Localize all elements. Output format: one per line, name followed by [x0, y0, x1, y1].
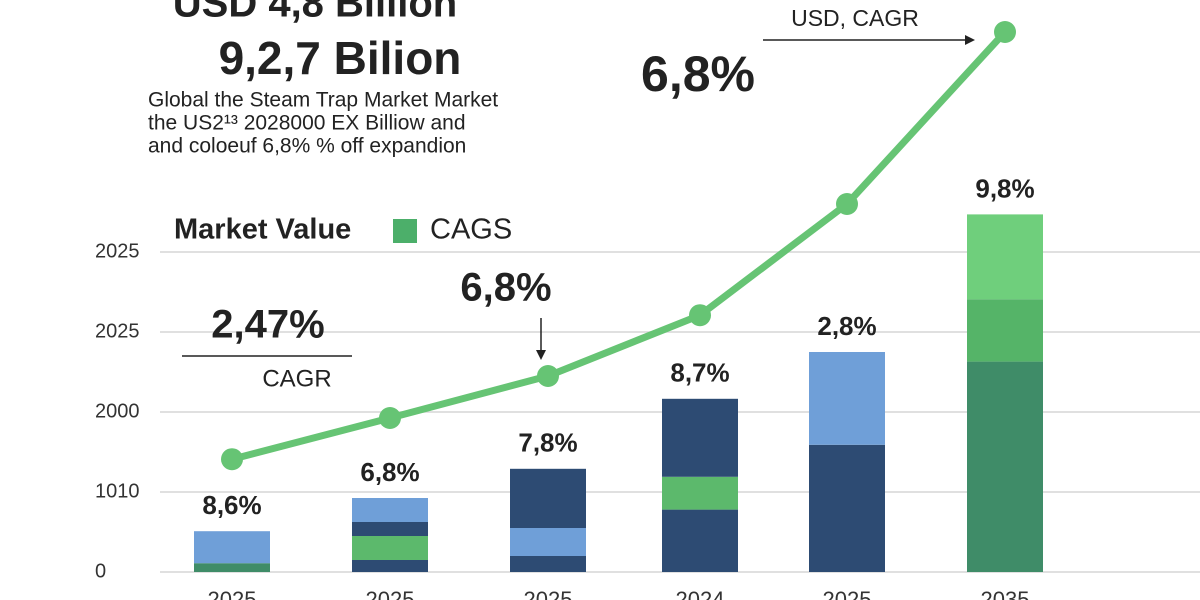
bar-segment	[809, 444, 885, 572]
bar-segment	[194, 563, 270, 572]
annotation-label: CAGR	[262, 365, 331, 392]
x-tick-label: 2025	[208, 587, 257, 600]
title: USD 4,8 Billion	[173, 0, 458, 26]
annotation-value: 2,47%	[211, 303, 324, 347]
y-tick-label: 2000	[95, 400, 140, 422]
line-marker	[221, 448, 243, 471]
bar-segment	[662, 509, 738, 572]
annotation-value: 6,8%	[460, 266, 551, 310]
y-tick-label: 1010	[95, 480, 140, 502]
line-marker	[689, 304, 711, 327]
value-label: 8,7%	[670, 358, 729, 388]
x-tick-label: 2024	[676, 587, 725, 600]
value-label: 8,6%	[202, 490, 261, 520]
value-label: 7,8%	[518, 428, 577, 458]
y-tick-label: 2025	[95, 320, 140, 342]
y-tick-label: 2025	[95, 240, 140, 262]
arrow-head	[536, 350, 546, 360]
line-marker	[836, 193, 858, 215]
bar-segment	[510, 468, 586, 528]
bar-segment	[967, 361, 1043, 572]
description-line: Global the Steam Trap Market Market	[148, 89, 498, 112]
line-marker	[537, 365, 559, 387]
value-label: 6,8%	[360, 457, 419, 487]
bar-segment	[352, 560, 428, 572]
bar-segment	[352, 536, 428, 560]
x-tick-label: 2025	[823, 587, 872, 600]
description-line: and coloeuf 6,8% % off expandion	[148, 135, 466, 158]
bar-segment	[662, 398, 738, 477]
line	[231, 29, 1008, 463]
headline-value: 6,8%	[641, 46, 755, 102]
line-marker	[379, 407, 401, 429]
value-label: 9,8%	[975, 173, 1034, 203]
legend-swatch	[393, 219, 417, 243]
bar-segment	[352, 498, 428, 522]
bar-segment	[967, 299, 1043, 362]
bar-segment	[510, 528, 586, 556]
x-tick-label: 2035	[981, 587, 1030, 600]
value-label: 2,8%	[817, 311, 876, 341]
bar-segment	[662, 476, 738, 510]
arrow-head	[965, 35, 975, 45]
description-line: the US2¹³ 2028000 EX Billiow and	[148, 112, 466, 135]
bar-segment	[809, 352, 885, 445]
y-tick-label: 0	[95, 560, 106, 582]
bar-segment	[194, 531, 270, 564]
line-marker	[994, 21, 1016, 43]
legend-label: CAGS	[430, 214, 512, 246]
x-tick-label: 2025	[366, 587, 415, 600]
subtitle: 9,2,7 Bilion	[219, 32, 462, 84]
bar-segment	[967, 214, 1043, 300]
x-tick-label: 2025	[524, 587, 573, 600]
bar-segment	[352, 522, 428, 536]
headline-label: USD, CAGR	[791, 5, 919, 31]
bar-segment	[510, 556, 586, 572]
legend-label: Market Value	[174, 214, 351, 246]
